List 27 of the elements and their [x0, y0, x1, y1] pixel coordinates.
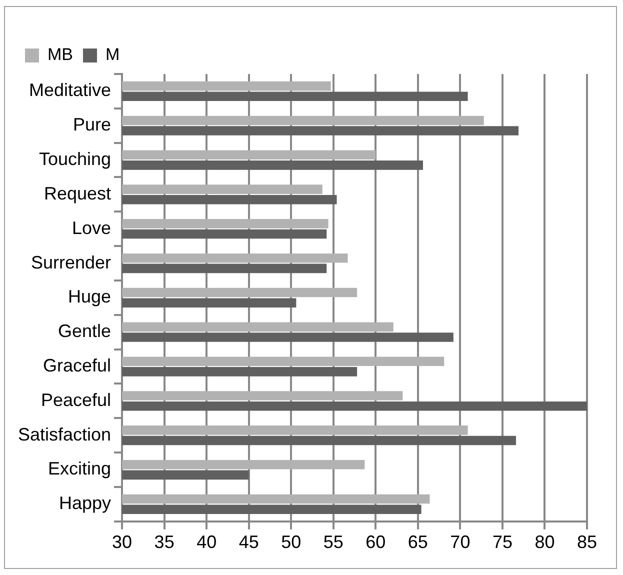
- x-tick-label: 30: [112, 532, 132, 552]
- y-tick-label: Huge: [68, 286, 112, 307]
- x-tick-label: 75: [492, 532, 512, 552]
- y-tick-label: Meditative: [29, 80, 112, 100]
- x-tick-label: 70: [450, 532, 470, 552]
- y-tick-label: Graceful: [43, 356, 112, 376]
- y-tick-label: Love: [72, 218, 112, 238]
- y-tick-label: Happy: [59, 493, 112, 514]
- x-tick-label: 55: [323, 532, 344, 552]
- y-tick-label: Exciting: [48, 458, 112, 479]
- x-tick-label: 40: [196, 532, 217, 552]
- y-tick-label: Peaceful: [40, 390, 112, 410]
- x-tick-label: 80: [534, 532, 555, 552]
- legend-label: MB: [48, 45, 73, 64]
- y-tick-label: Satisfaction: [18, 424, 112, 444]
- x-tick-label: 45: [238, 532, 259, 552]
- y-tick-label: Touching: [38, 149, 112, 170]
- legend-label: M: [106, 45, 120, 64]
- x-tick-label: 35: [154, 532, 174, 552]
- y-tick-label: Request: [44, 183, 112, 204]
- y-tick-label: Gentle: [58, 321, 112, 342]
- x-tick-label: 50: [281, 532, 302, 552]
- x-tick-label: 60: [366, 532, 386, 552]
- x-tick-label: 85: [576, 532, 598, 552]
- x-tick-label: 65: [408, 532, 428, 552]
- y-tick-label: Pure: [73, 114, 112, 135]
- y-tick-label: Surrender: [31, 252, 112, 272]
